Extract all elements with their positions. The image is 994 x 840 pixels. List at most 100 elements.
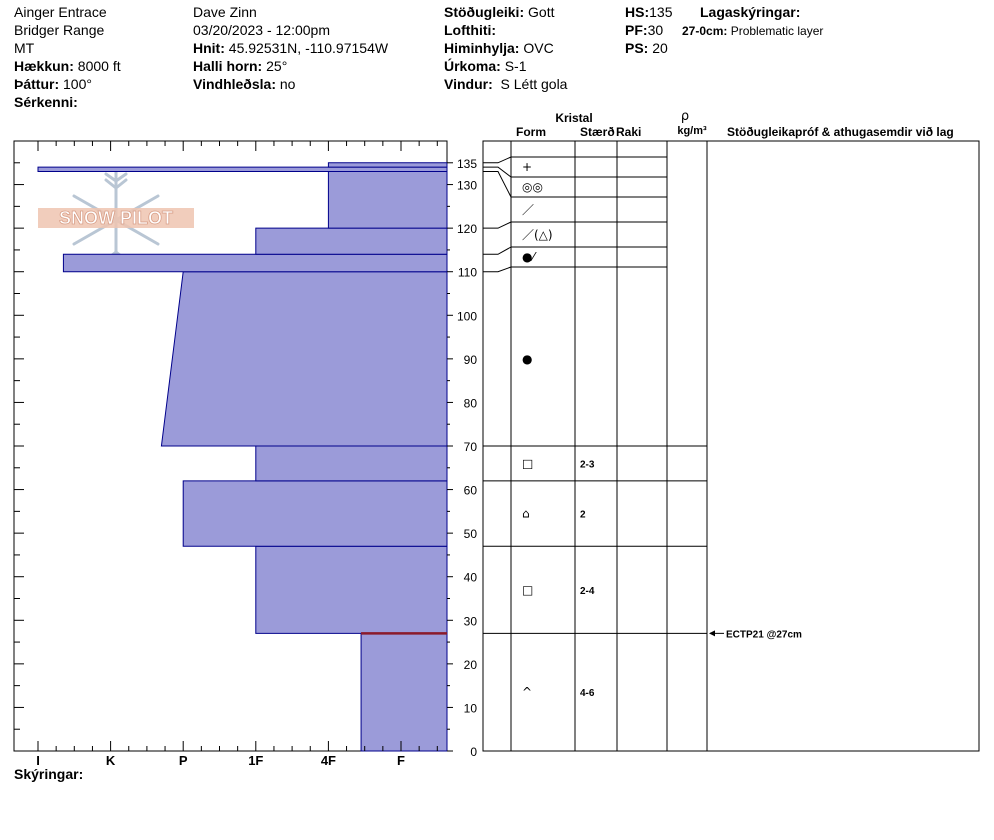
crystal-form: □ [522,583,533,597]
depth-tick-label: 0 [470,745,477,759]
stability-test-result: ECTP21 @27cm [726,629,802,640]
logo-text: SNOW PILOT [59,208,173,228]
stability-label: Stöðugleiki: [444,4,525,20]
hs-value: 135 [649,4,673,20]
coords-row: Hnit: 45.92531N, -110.97154W [193,40,388,56]
stability-value: Gott [528,4,555,20]
hardness-tick-label: F [397,753,405,768]
snow-pilot-logo: SNOW PILOT [38,170,194,270]
wind-label: Vindur: [444,76,493,92]
aspect-row: Þáttur: 100° [14,76,92,92]
precip-row: Úrkoma: S-1 [444,58,526,74]
slope-label: Halli horn: [193,58,263,74]
test-arrow-head [709,630,715,637]
layer-bar [255,445,448,482]
rho-header: ρ [681,109,689,124]
aspect-value: 100° [63,76,92,92]
wind-row: Vindur: S Létt gola [444,76,567,92]
wind-loading-value: no [279,76,296,92]
crystal-form: ^ [522,685,532,699]
layer-bar [255,227,448,255]
layer-notes-label: Lagaskýringar: [700,4,801,20]
coords-label: Hnit: [193,40,225,56]
location: Ainger Entrace [14,4,107,20]
moisture-header: Raki [616,125,641,139]
wind-loading-row: Vindhleðsla: no [193,76,295,92]
depth-tick-label: 20 [464,658,478,672]
depth-tick-label: 60 [464,484,478,498]
wind-value: S Létt gola [500,76,568,92]
air-temp-label: Lofthiti: [444,22,497,38]
stability-row: Stöðugleiki: Gott [444,4,554,20]
tests-header: Stöðugleikapróf & athugasemdir við lag [727,125,954,139]
crystal-size: 4-6 [580,688,595,699]
layer-bar [360,632,448,752]
depth-tick-label: 120 [457,222,477,236]
layer-bar [160,271,448,447]
density-unit-header: kg/m³ [677,125,707,137]
ps-label: PS: [625,40,649,56]
layer-bar [182,480,448,547]
state: MT [14,40,35,56]
elevation-row: Hækkun: 8000 ft [14,58,121,74]
crystal-form: ／ [522,203,534,217]
depth-tick-label: 110 [458,266,477,280]
depth-tick-label: 135 [457,157,477,171]
layer-bar [327,162,448,168]
layer-bar [62,253,448,273]
crystal-form: ● [522,352,532,366]
hardness-tick-label: I [36,753,40,768]
hardness-tick-label: K [106,753,116,768]
depth-tick-label: 10 [464,701,478,715]
row-connector [483,166,512,178]
ps-value: 20 [652,40,668,56]
sky-label: Himinhylja: [444,40,520,56]
crystal-header: Kristal [555,111,592,125]
crystal-form: ／(△) [522,228,553,242]
form-header: Form [516,125,546,139]
layer-note-depth: 27-0cm: [682,24,728,38]
datetime: 03/20/2023 - 12:00pm [193,22,330,38]
elevation-label: Hækkun: [14,58,74,74]
row-connector [483,266,512,273]
hs-label: HS: [625,4,650,20]
crystal-size: 2 [580,510,586,521]
observer: Dave Zinn [193,4,257,20]
crystal-size: 2-3 [580,459,595,470]
precip-value: S-1 [504,58,527,74]
elevation-value: 8000 ft [77,58,121,74]
crystal-form: □ [522,456,533,470]
precip-label: Úrkoma: [444,58,501,74]
depth-tick-label: 70 [464,440,478,454]
features-label: Sérkenni: [14,94,78,110]
depth-tick-label: 40 [464,571,478,585]
crystal-form: ⌂ [522,507,530,521]
notes-label: Skýringar: [14,766,84,782]
depth-tick-label: 100 [457,309,477,323]
row-connector [483,221,512,229]
range: Bridger Range [14,22,105,38]
crystal-size: 2-4 [580,586,595,597]
crystal-form: ◎◎ [522,180,543,194]
crystal-form: + [522,160,532,174]
sky-row: Himinhylja: OVC [444,40,554,56]
depth-tick-label: 50 [464,527,478,541]
sky-value: OVC [523,40,554,56]
layer-bar [255,545,448,634]
row-connector [483,171,512,198]
aspect-label: Þáttur: [14,76,60,92]
layer-bar [327,171,448,229]
depth-tick-label: 30 [464,614,478,628]
hs-row: HS:135 [625,4,672,20]
coords-value: 45.92531N, -110.97154W [228,40,389,56]
slope-value: 25° [266,58,288,74]
size-header: Stærð [580,125,615,139]
pf-row: PF:30 [625,22,663,38]
crystal-form: ●⁄ [522,250,537,264]
wind-loading-label: Vindhleðsla: [193,76,276,92]
hardness-tick-label: 4F [321,753,336,768]
row-connector [483,246,512,255]
ps-row: PS: 20 [625,40,668,56]
slope-row: Halli horn: 25° [193,58,287,74]
